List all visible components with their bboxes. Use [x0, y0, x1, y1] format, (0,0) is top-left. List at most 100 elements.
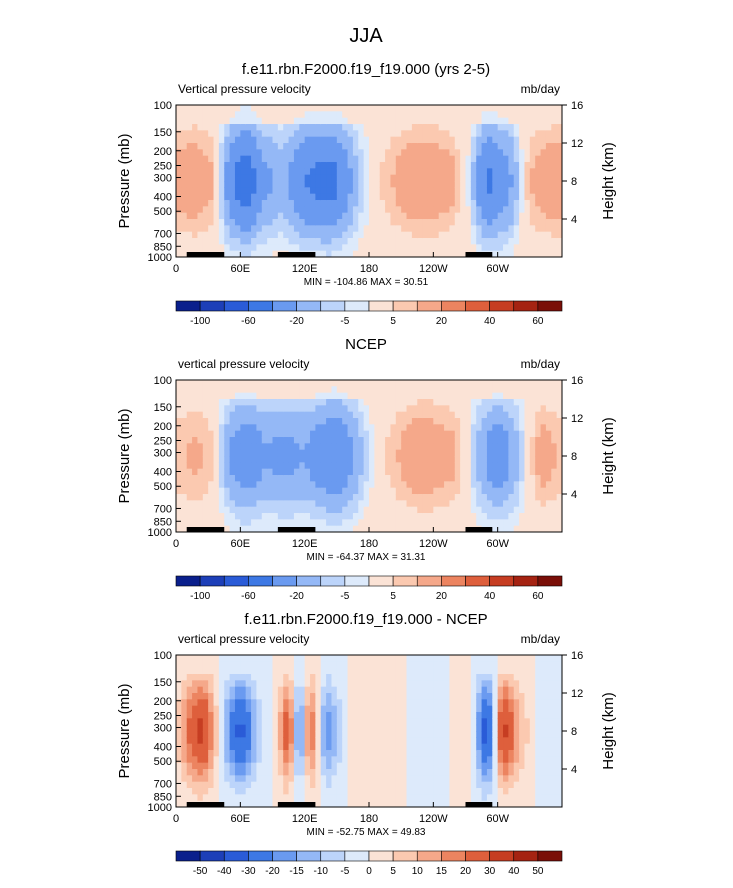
contour-cell	[411, 500, 418, 508]
contour-cell	[347, 162, 354, 169]
contour-cell	[374, 225, 381, 233]
contour-cell	[503, 424, 509, 432]
contour-cell	[497, 449, 504, 457]
contour-cell	[229, 149, 236, 157]
contour-cell	[251, 506, 258, 514]
contour-cell	[385, 380, 392, 387]
contour-cell	[422, 449, 429, 457]
contour-cell	[197, 143, 204, 150]
contour-cell	[224, 693, 231, 700]
contour-cell	[336, 525, 343, 532]
contour-cell	[277, 437, 284, 444]
contour-cell	[460, 200, 467, 207]
contour-cell	[267, 392, 274, 400]
contour-cell	[449, 781, 456, 789]
contour-cell	[218, 667, 225, 675]
contour-cell	[261, 225, 268, 233]
contour-cell	[192, 705, 199, 713]
contour-cell	[272, 155, 279, 163]
contour-cell	[261, 380, 268, 387]
contour-cell	[417, 680, 424, 688]
contour-cell	[395, 800, 402, 807]
contour-cell	[288, 162, 295, 169]
contour-cell	[379, 437, 386, 444]
contour-cell	[299, 162, 306, 169]
contour-cell	[417, 462, 424, 470]
contour-cell	[497, 212, 504, 220]
contour-cell	[358, 449, 365, 457]
contour-cell	[240, 200, 247, 207]
contour-cell	[433, 143, 440, 150]
contour-cell	[331, 686, 338, 694]
contour-cell	[524, 219, 531, 226]
contour-cell	[293, 206, 300, 214]
contour-cell	[524, 181, 531, 188]
contour-cell	[476, 162, 483, 169]
contour-cell	[358, 386, 365, 394]
contour-cell	[406, 111, 413, 119]
contour-cell	[508, 105, 515, 112]
contour-cell	[444, 661, 451, 669]
contour-cell	[369, 667, 375, 675]
contour-cell	[492, 117, 499, 125]
contour-cell	[176, 693, 182, 700]
contour-cell	[427, 750, 434, 757]
contour-cell	[272, 411, 279, 419]
contour-cell	[299, 136, 306, 144]
contour-cell	[272, 424, 279, 432]
contour-cell	[320, 105, 327, 112]
contour-cell	[444, 424, 451, 432]
contour-cell	[427, 769, 434, 776]
contour-cell	[444, 731, 451, 738]
contour-cell	[181, 424, 188, 432]
contour-cell	[176, 686, 182, 694]
contour-cell	[202, 136, 209, 144]
contour-cell	[503, 500, 509, 508]
contour-cell	[481, 219, 488, 226]
contour-cell	[556, 449, 562, 457]
contour-cell	[320, 130, 327, 138]
contour-cell	[390, 456, 397, 463]
contour-cell	[261, 724, 268, 732]
contour-cell	[229, 705, 236, 713]
contour-cell	[481, 686, 488, 694]
contour-cell	[272, 705, 279, 713]
contour-cell	[385, 705, 392, 713]
contour-cell	[374, 380, 381, 387]
contour-cell	[411, 661, 418, 669]
contour-cell	[433, 380, 440, 387]
contour-cell	[213, 494, 220, 501]
contour-cell	[267, 769, 274, 776]
contour-cell	[390, 731, 397, 738]
contour-cell	[186, 731, 193, 738]
contour-cell	[181, 674, 188, 681]
contour-cell	[390, 219, 397, 226]
contour-cell	[261, 781, 268, 789]
contour-cell	[417, 193, 424, 201]
contour-cell	[444, 724, 451, 732]
contour-cell	[433, 481, 440, 489]
contour-cell	[379, 680, 386, 688]
contour-cell	[288, 168, 295, 176]
contour-cell	[347, 380, 354, 387]
contour-cell	[315, 219, 322, 226]
contour-cell	[251, 667, 258, 675]
contour-cell	[545, 456, 552, 463]
contour-cell	[465, 411, 472, 419]
contour-cell	[251, 399, 258, 406]
contour-cell	[267, 424, 274, 432]
contour-cell	[545, 149, 552, 157]
contour-cell	[374, 686, 381, 694]
contour-cell	[417, 212, 424, 220]
contour-cell	[283, 655, 290, 662]
contour-cell	[229, 756, 236, 764]
colorbar-label: -20	[289, 591, 304, 602]
contour-cell	[444, 250, 451, 257]
contour-cell	[224, 494, 231, 501]
contour-cell	[326, 762, 333, 770]
contour-cell	[358, 130, 365, 138]
contour-cell	[417, 731, 424, 738]
contour-cell	[374, 513, 381, 520]
contour-cell	[320, 225, 327, 233]
contour-cell	[277, 731, 284, 738]
